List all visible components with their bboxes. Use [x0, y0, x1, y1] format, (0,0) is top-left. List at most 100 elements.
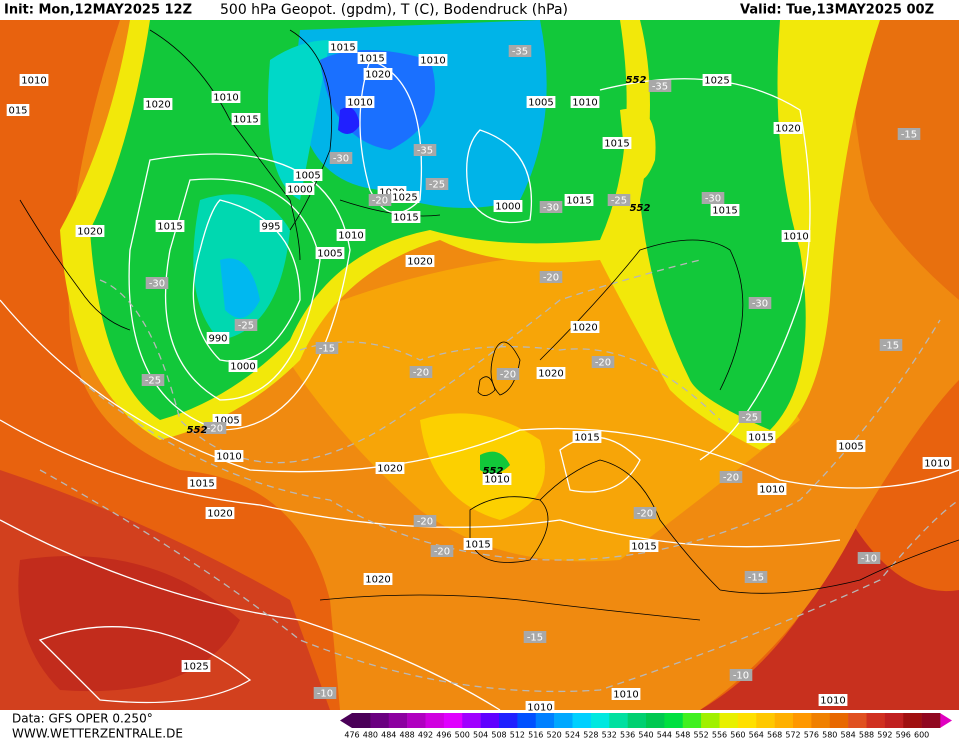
colorbar-label: 576: [804, 731, 819, 740]
pressure-label: 1015: [566, 196, 591, 207]
pressure-label: 1010: [759, 485, 784, 496]
pressure-label: 1015: [748, 433, 773, 444]
colorbar-label: 556: [712, 731, 727, 740]
temperature-label: -35: [652, 82, 668, 93]
pressure-label-box: [187, 477, 217, 489]
colorbar-swatch: [352, 713, 371, 728]
pressure-label-box: [363, 68, 393, 80]
temperature-label-box: [744, 571, 768, 583]
colorbar-label: 508: [491, 731, 506, 740]
temperature-label-box: [313, 687, 337, 699]
valid-time: Valid: Tue,13MAY2025 00Z: [740, 3, 934, 18]
pressure-label: 1005: [295, 171, 320, 182]
colorbar-swatch: [425, 713, 445, 728]
pressure-label-box: [570, 96, 600, 108]
temperature-label: -30: [705, 194, 721, 205]
temperature-label-box: [648, 80, 672, 92]
colorbar-swatch: [443, 713, 463, 728]
pressure-label-box: [259, 220, 283, 232]
pressure-label: 015: [8, 106, 27, 117]
geopotential-label: 552: [630, 203, 651, 214]
pressure-label: 1015: [393, 213, 418, 224]
pressure-label-box: [818, 694, 848, 706]
pressure-label: 1010: [347, 98, 372, 109]
map-fields: [0, 20, 959, 710]
pressure-label-box: [336, 229, 366, 241]
temperature-label-box: [329, 152, 353, 164]
pressure-label: 1010: [213, 93, 238, 104]
temperature-label-box: [738, 411, 762, 423]
pressure-label-box: [526, 96, 556, 108]
pressure-label-box: [375, 462, 405, 474]
colorbar-label: 504: [473, 731, 488, 740]
temperature-label: -30: [752, 299, 768, 310]
pressure-label: 1015: [157, 222, 182, 233]
colorbar-swatch: [572, 713, 592, 728]
pressure-label: 1015: [712, 206, 737, 217]
colorbar-label: 496: [436, 731, 451, 740]
data-source: Data: GFS OPER 0.250°: [12, 712, 153, 726]
pressure-label-box: [75, 225, 105, 237]
pressure-label: 1010: [527, 703, 552, 714]
temperature-label: -20: [413, 368, 429, 379]
pressure-label: 1010: [924, 459, 949, 470]
temperature-label-box: [701, 192, 725, 204]
temperature-label-box: [633, 507, 657, 519]
colorbar-label: 548: [675, 731, 690, 740]
pressure-label: 1005: [214, 416, 239, 427]
pressure-label: 990: [208, 334, 227, 345]
temperature-label: -20: [543, 273, 559, 284]
geopotential-label: 552: [626, 75, 647, 86]
pressure-label: 1005: [838, 442, 863, 453]
coastlines: [19, 29, 959, 621]
temperature-label-box: [897, 128, 921, 140]
header-bar: [0, 0, 959, 20]
temperature-label: -10: [317, 689, 333, 700]
pressure-label-box: [390, 191, 420, 203]
pressure-label-box: [773, 122, 803, 134]
pressure-label-box: [702, 74, 732, 86]
pressure-label: 1015: [330, 43, 355, 54]
pressure-label: 1010: [21, 76, 46, 87]
temperature-label-box: [496, 368, 520, 380]
colorbar-label: 528: [583, 731, 598, 740]
pressure-label-box: [525, 701, 555, 713]
temperature-label: -30: [543, 203, 559, 214]
temperature-label-box: [539, 271, 563, 283]
pressure-label: 1020: [377, 464, 402, 475]
pressure-label-box: [564, 194, 594, 206]
temperature-label: -20: [372, 196, 388, 207]
pressure-label-box: [345, 96, 375, 108]
temperature-label-box: [141, 374, 165, 386]
colorbar-label: 480: [363, 731, 378, 740]
temperature-label-box: [607, 194, 631, 206]
colorbar-label: 600: [914, 731, 929, 740]
colorbar-swatch: [719, 713, 739, 728]
temperature-label-box: [413, 144, 437, 156]
colorbar-swatch: [884, 713, 904, 728]
colorbar-swatch: [480, 713, 500, 728]
pressure-label-box: [572, 431, 602, 443]
pressure-label-box: [482, 473, 512, 485]
pressure-label: 1015: [189, 479, 214, 490]
geopotential-label: 552: [483, 466, 504, 477]
pressure-label: 1020: [538, 369, 563, 380]
temperature-label-box: [591, 356, 615, 368]
pressure-label-box: [181, 660, 211, 672]
temperature-label: -30: [149, 279, 165, 290]
colorbar-swatch: [848, 713, 867, 728]
colorbar-label: 540: [638, 731, 653, 740]
temperature-label-box: [719, 471, 743, 483]
temperature-label: -25: [238, 321, 254, 332]
isotherms: [39, 259, 959, 693]
temperature-label-box: [539, 201, 563, 213]
pressure-label: 1000: [495, 202, 520, 213]
colorbar-label: 596: [896, 731, 911, 740]
map-title: 500 hPa Geopot. (gpdm), T (C), Bodendruc…: [220, 2, 568, 18]
pressure-label: 1000: [287, 185, 312, 196]
temperature-label-box: [368, 194, 392, 206]
pressure-label-box: [418, 54, 448, 66]
pressure-label: 1010: [484, 475, 509, 486]
temperature-label: -20: [723, 473, 739, 484]
colorbar-label: 584: [840, 731, 855, 740]
